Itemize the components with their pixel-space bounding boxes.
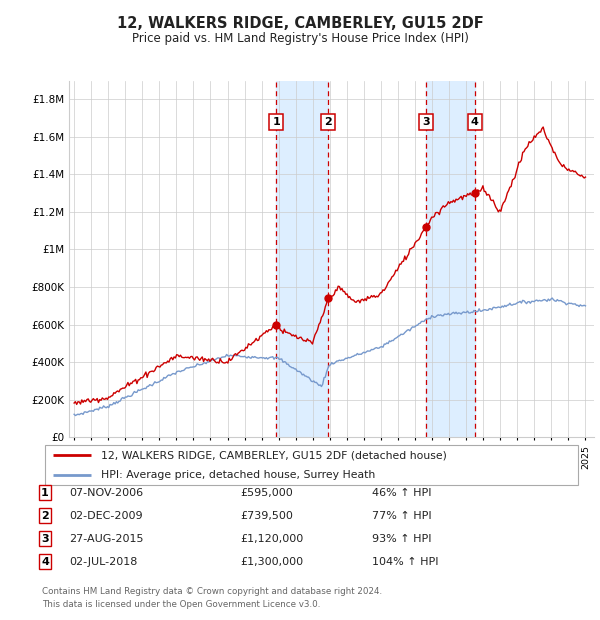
Text: 2: 2 (325, 117, 332, 127)
Text: 46% ↑ HPI: 46% ↑ HPI (372, 488, 431, 498)
Bar (276, 81, 328, 437)
Text: 1: 1 (41, 488, 49, 498)
Text: £1,120,000: £1,120,000 (240, 534, 303, 544)
Bar (426, 81, 475, 437)
Text: £1,300,000: £1,300,000 (240, 557, 303, 567)
Text: 02-JUL-2018: 02-JUL-2018 (69, 557, 137, 567)
FancyBboxPatch shape (45, 445, 578, 485)
Text: This data is licensed under the Open Government Licence v3.0.: This data is licensed under the Open Gov… (42, 600, 320, 609)
Text: 12, WALKERS RIDGE, CAMBERLEY, GU15 2DF (detached house): 12, WALKERS RIDGE, CAMBERLEY, GU15 2DF (… (101, 450, 447, 460)
Text: 93% ↑ HPI: 93% ↑ HPI (372, 534, 431, 544)
Text: HPI: Average price, detached house, Surrey Heath: HPI: Average price, detached house, Surr… (101, 470, 376, 480)
Text: 07-NOV-2006: 07-NOV-2006 (69, 488, 143, 498)
Text: 27-AUG-2015: 27-AUG-2015 (69, 534, 143, 544)
Text: £595,000: £595,000 (240, 488, 293, 498)
Text: 2: 2 (41, 511, 49, 521)
Text: 4: 4 (41, 557, 49, 567)
Text: Price paid vs. HM Land Registry's House Price Index (HPI): Price paid vs. HM Land Registry's House … (131, 32, 469, 45)
Text: 3: 3 (41, 534, 49, 544)
Text: 104% ↑ HPI: 104% ↑ HPI (372, 557, 439, 567)
Text: 02-DEC-2009: 02-DEC-2009 (69, 511, 143, 521)
Text: 12, WALKERS RIDGE, CAMBERLEY, GU15 2DF: 12, WALKERS RIDGE, CAMBERLEY, GU15 2DF (116, 16, 484, 30)
Text: 77% ↑ HPI: 77% ↑ HPI (372, 511, 431, 521)
Text: 1: 1 (272, 117, 280, 127)
Text: £739,500: £739,500 (240, 511, 293, 521)
Text: 3: 3 (422, 117, 430, 127)
Text: Contains HM Land Registry data © Crown copyright and database right 2024.: Contains HM Land Registry data © Crown c… (42, 587, 382, 596)
Text: 4: 4 (471, 117, 479, 127)
